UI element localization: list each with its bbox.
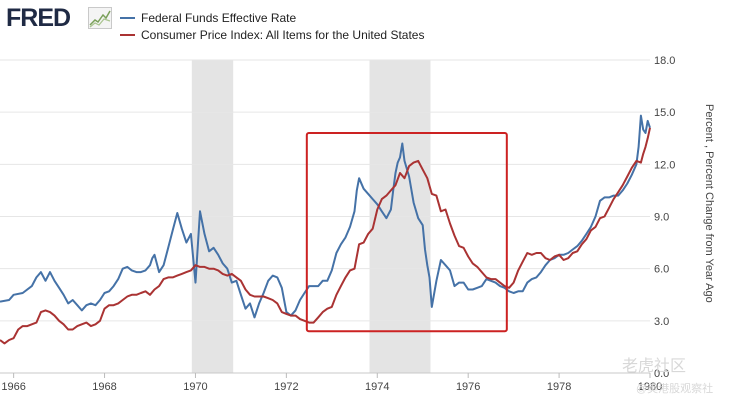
x-tick-label: 1976 — [456, 381, 480, 393]
watermark-text: 老虎社区 — [622, 358, 687, 375]
x-tick-label: 1968 — [92, 381, 116, 393]
x-tick-label: 1974 — [365, 381, 389, 393]
legend-label-fed-funds: Federal Funds Effective Rate — [141, 10, 297, 25]
y-tick-label: 6.0 — [654, 264, 669, 276]
x-tick-label: 1966 — [1, 381, 25, 393]
y-axis: 0.0 3.0 6.0 9.0 12.0 15.0 18.0 — [654, 55, 675, 380]
y-tick-label: 15.0 — [654, 107, 675, 119]
x-tick-label: 1972 — [274, 381, 298, 393]
y-tick-label: 3.0 — [654, 316, 669, 328]
highlight-box — [305, 132, 508, 333]
legend-item-fed-funds[interactable]: Federal Funds Effective Rate — [120, 9, 424, 26]
y-tick-label: 18.0 — [654, 55, 675, 67]
legend-swatch-fed-funds — [120, 16, 135, 19]
legend-swatch-cpi — [120, 33, 135, 36]
highlight-annotation — [305, 132, 508, 333]
y-tick-label: 12.0 — [654, 159, 675, 171]
x-tick-label: 1978 — [547, 381, 571, 393]
chart-legend: Federal Funds Effective Rate Consumer Pr… — [120, 9, 424, 43]
series-lines — [0, 114, 651, 345]
series-line-cpi[interactable] — [0, 127, 651, 345]
fred-logo-chart-icon — [88, 7, 112, 29]
x-axis: 1966 1968 1970 1972 1974 1976 1978 1980 — [0, 372, 662, 393]
fred-logo[interactable]: FRED — [6, 4, 71, 32]
legend-label-cpi: Consumer Price Index: All Items for the … — [141, 27, 425, 42]
watermark-subtext: @美港股观察社 — [636, 383, 714, 395]
y-tick-label: 0.0 — [654, 368, 669, 380]
y-tick-label: 9.0 — [654, 212, 669, 224]
legend-item-cpi[interactable]: Consumer Price Index: All Items for the … — [120, 26, 424, 43]
x-tick-label: 1970 — [183, 381, 207, 393]
x-tick-label: 1980 — [638, 381, 662, 393]
graph-header: FRED Federal Funds Effective Rate Consum… — [0, 0, 742, 58]
y-axis-label: Percent , Percent Change from Year Ago — [703, 104, 715, 303]
